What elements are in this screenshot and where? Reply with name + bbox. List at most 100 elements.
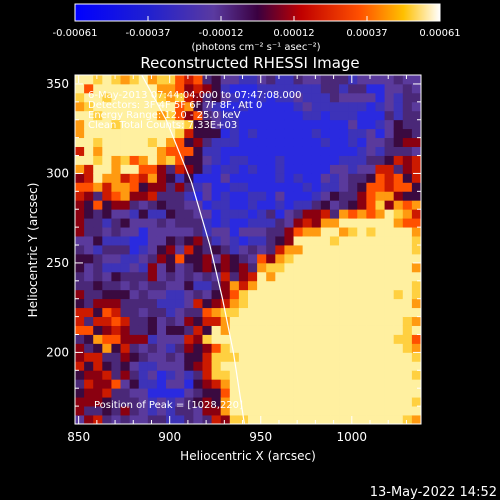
heatmap-cell: [393, 379, 404, 389]
heatmap-cell: [166, 307, 176, 318]
heatmap-cell: [329, 343, 340, 353]
heatmap-cell: [175, 173, 185, 183]
heatmap-cell: [229, 253, 240, 264]
heatmap-cell: [375, 379, 385, 389]
heatmap-cell: [202, 280, 212, 291]
heatmap-cell: [357, 406, 367, 416]
heatmap-cell: [120, 370, 131, 380]
heatmap-cell: [93, 128, 103, 139]
heatmap-cell: [357, 316, 367, 326]
heatmap-cell: [202, 397, 212, 407]
heatmap-cell: [147, 370, 158, 380]
heatmap-cell: [93, 83, 103, 94]
heatmap-cell: [102, 397, 112, 407]
heatmap-cell: [339, 200, 349, 210]
heatmap-cell: [156, 227, 167, 237]
info-energy-range: Energy Range: 12.0 - 25.0 keV: [88, 110, 241, 121]
heatmap-cell: [93, 316, 103, 326]
heatmap-cell: [302, 101, 313, 112]
heatmap-cell: [120, 146, 131, 156]
heatmap-cell: [75, 119, 85, 130]
heatmap-cell: [257, 236, 267, 246]
heatmap-cell: [184, 316, 194, 326]
heatmap-cell: [302, 119, 313, 130]
heatmap-cell: [175, 388, 185, 398]
heatmap-cell: [111, 92, 121, 103]
heatmap-cell: [411, 253, 421, 264]
heatmap-cell: [229, 146, 240, 156]
heatmap-cell: [375, 361, 385, 371]
heatmap-cell: [211, 245, 222, 255]
heatmap-cell: [229, 155, 240, 165]
heatmap-cell: [348, 227, 358, 237]
heatmap-cell: [375, 101, 385, 112]
heatmap-cell: [411, 388, 421, 398]
heatmap-cell: [120, 388, 131, 398]
heatmap-cell: [129, 253, 140, 264]
heatmap-cell: [402, 191, 413, 201]
heatmap-cell: [120, 119, 131, 130]
heatmap-cell: [257, 289, 267, 300]
heatmap-cell: [120, 110, 131, 121]
heatmap-cell: [147, 253, 158, 264]
heatmap-cell: [184, 262, 194, 273]
heatmap-cell: [375, 325, 385, 335]
heatmap-cell: [138, 289, 149, 300]
heatmap-cell: [184, 191, 194, 201]
heatmap-cell: [293, 173, 304, 183]
heatmap-cell: [84, 334, 94, 344]
heatmap-cell: [120, 280, 131, 291]
heatmap-cell: [339, 164, 349, 174]
heatmap-cell: [348, 101, 358, 112]
heatmap-cell: [202, 343, 212, 353]
heatmap-cell: [329, 227, 340, 237]
heatmap-cell: [411, 146, 421, 156]
heatmap-cell: [393, 298, 404, 309]
heatmap-cell: [329, 218, 340, 228]
heatmap-cell: [266, 218, 276, 228]
chart-title: Reconstructed RHESSI Image: [140, 54, 359, 72]
heatmap-cell: [393, 200, 404, 210]
heatmap-cell: [266, 343, 276, 353]
heatmap-cell: [302, 307, 313, 318]
heatmap-cell: [384, 361, 395, 371]
heatmap-cell: [211, 155, 222, 165]
heatmap-cell: [75, 218, 85, 228]
heatmap-cell: [284, 352, 294, 362]
heatmap-cell: [84, 415, 94, 424]
heatmap-cell: [129, 245, 140, 255]
heatmap-cell: [320, 370, 331, 380]
heatmap-cell: [184, 146, 194, 156]
heatmap-cell: [138, 379, 149, 389]
heatmap-cell: [375, 262, 385, 273]
heatmap-cell: [84, 397, 94, 407]
heatmap-cell: [275, 236, 285, 246]
heatmap-cell: [238, 343, 249, 353]
heatmap-cell: [229, 110, 240, 121]
heatmap-cell: [93, 298, 103, 309]
heatmap-cell: [120, 155, 131, 165]
heatmap-cell: [393, 236, 404, 246]
heatmap-cell: [411, 92, 421, 103]
heatmap-cell: [375, 83, 385, 94]
heatmap-cell: [248, 298, 258, 309]
heatmap-cell: [275, 83, 285, 94]
heatmap-cell: [320, 101, 331, 112]
heatmap-cell: [302, 75, 313, 85]
heatmap-cell: [329, 271, 340, 282]
heatmap-cell: [220, 316, 231, 326]
heatmap-cell: [175, 307, 185, 318]
heatmap-cell: [175, 209, 185, 219]
heatmap-cell: [166, 182, 176, 192]
heatmap-cell: [111, 388, 121, 398]
heatmap-cell: [229, 334, 240, 344]
heatmap-cell: [193, 316, 203, 326]
heatmap-cell: [220, 101, 231, 112]
heatmap-cell: [147, 191, 158, 201]
heatmap-cell: [220, 128, 231, 139]
heatmap-cell: [357, 245, 367, 255]
heatmap-cell: [302, 289, 313, 300]
heatmap-cell: [238, 110, 249, 121]
heatmap-cell: [275, 397, 285, 407]
heatmap-cell: [138, 182, 149, 192]
